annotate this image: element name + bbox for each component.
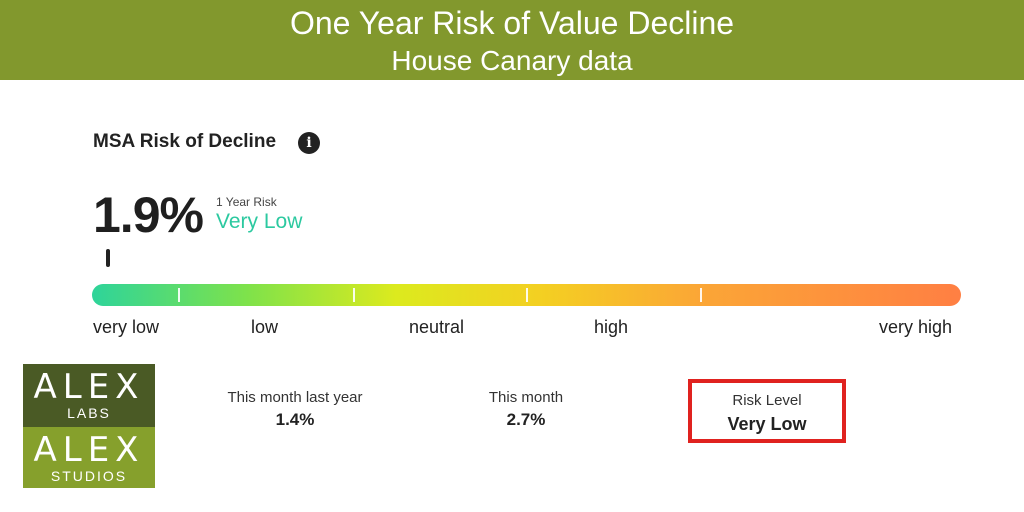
- risk-level-label: Very Low: [216, 210, 303, 233]
- alex-labs-logo: ALEX LABS: [23, 364, 155, 427]
- banner-subtitle: House Canary data: [391, 45, 633, 76]
- stat-last-year-value: 1.4%: [275, 410, 315, 429]
- banner-title: One Year Risk of Value Decline: [289, 5, 735, 41]
- alex-studios-logo: ALEX STUDIOS: [23, 427, 155, 488]
- stat-risk-level-label: Risk Level: [732, 392, 802, 409]
- scale-label-low: low: [251, 317, 279, 337]
- stat-this-month-value: 2.7%: [506, 410, 546, 429]
- msa-risk-title: MSA Risk of Decline: [93, 131, 277, 152]
- scale-tick: [353, 288, 355, 302]
- scale-tick: [700, 288, 702, 302]
- logo-top-sub: LABS: [67, 405, 111, 421]
- scale-tick: [526, 288, 528, 302]
- stat-risk-level-value: Very Low: [727, 414, 807, 434]
- stat-this-month-label: This month: [488, 389, 564, 406]
- risk-percentage: 1.9%: [93, 187, 204, 243]
- scale-label-high: high: [594, 317, 629, 337]
- risk-scale-bar: [92, 284, 961, 306]
- logo-bottom-word: ALEX: [33, 430, 145, 470]
- stat-this-month: This month 2.7%: [416, 389, 636, 430]
- scale-label-very-low: very low: [93, 317, 160, 337]
- risk-marker: [106, 249, 110, 267]
- risk-caption: 1 Year Risk: [216, 195, 277, 209]
- header-banner: One Year Risk of Value Decline House Can…: [0, 0, 1024, 80]
- scale-tick: [178, 288, 180, 302]
- scale-label-neutral: neutral: [409, 317, 465, 337]
- logo-bottom-sub: STUDIOS: [50, 468, 128, 484]
- risk-level-highlight: Risk Level Very Low: [688, 379, 846, 443]
- stat-last-year-label: This month last year: [227, 389, 363, 406]
- logo-top-word: ALEX: [33, 367, 145, 407]
- info-icon[interactable]: i: [298, 132, 320, 154]
- scale-label-very-high: very high: [879, 317, 953, 337]
- stat-last-year: This month last year 1.4%: [185, 389, 405, 430]
